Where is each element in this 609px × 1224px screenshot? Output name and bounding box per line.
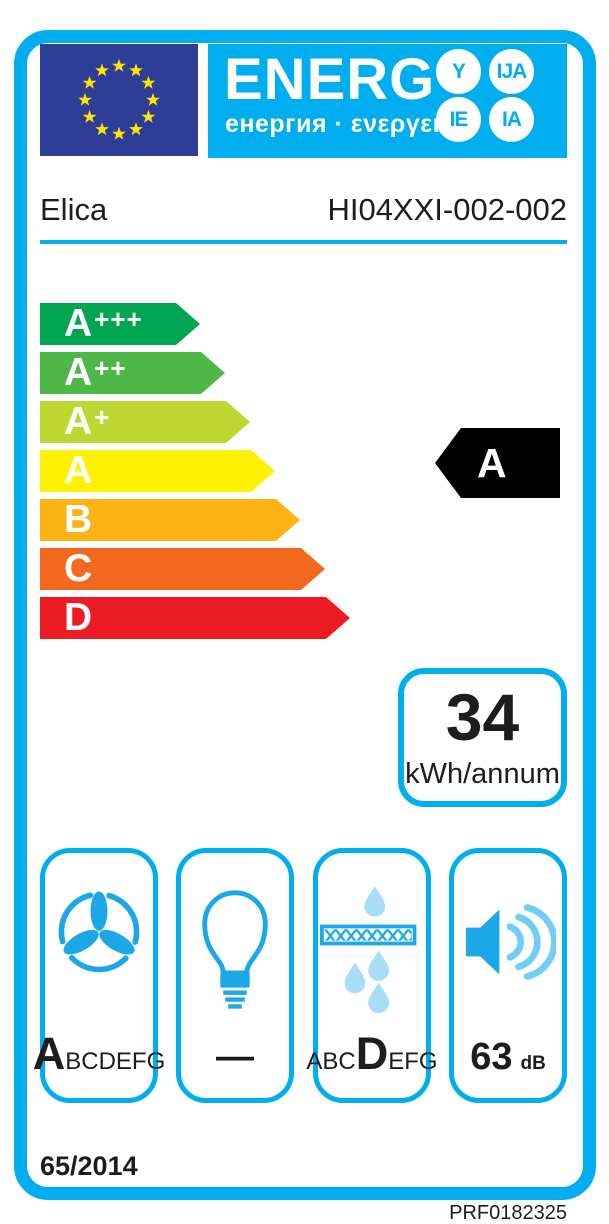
energ-title: ENERG [224,47,436,112]
language-badge: Y [436,49,481,94]
arrow-tip [276,499,300,541]
eu-flag-icon [40,44,198,156]
energy-class-row-a: A [40,450,275,492]
class-suffix: +++ [94,303,143,334]
fan-grade: A BCDEFG [32,1028,166,1079]
brand-name: Elica [40,192,108,227]
energy-consumption-value: 34 [445,680,520,754]
lighting-efficiency-box: — [176,848,294,1103]
divider-line [40,240,567,244]
class-suffix: + [94,401,111,432]
language-badge: IE [436,97,481,142]
product-row: Elica HI04XXI-002-002 [40,192,567,228]
energy-class-row-d: D [40,597,350,639]
energy-class-row-aplus: A + [40,401,250,443]
arrow-tip [201,352,225,394]
class-suffix: ++ [94,352,127,383]
indicator-tip [435,428,461,498]
energy-class-row-c: C [40,548,325,590]
class-letter: A [64,302,93,345]
energy-class-row-b: B [40,499,300,541]
language-badges: Y IJA IE IA [436,49,534,142]
class-letter: D [64,596,93,639]
current-class-indicator: A [435,428,560,498]
class-letter: A [64,400,93,443]
arrow-tip [251,450,275,492]
arrow-tip [301,548,325,590]
language-badge: IJA [489,49,534,94]
energy-class-row-a3plus: A +++ [40,303,200,345]
class-letter: B [64,498,93,541]
noise-grade: 63 dB [470,1036,546,1078]
arrow-tip [326,597,350,639]
grease-filter-box: ABC D EFG [306,848,438,1103]
label-code: PRF0182325 [449,1202,567,1224]
model-number: HI04XXI-002-002 [327,192,567,227]
regulation-reference: 65/2014 [40,1151,138,1181]
grease-filter-icon [318,883,426,1021]
class-letter: C [64,547,93,590]
noise-level-box: 63 dB [449,848,567,1103]
class-letter: A [64,449,93,492]
arrow-tip [176,303,200,345]
grease-grade: ABC D EFG [306,1028,438,1079]
energy-consumption-unit: kWh/annum [405,758,560,790]
class-letter: A [64,351,93,394]
speaker-icon [454,898,562,986]
fan-icon [45,883,153,977]
energ-subtitle: енергия · ενεργεια [225,110,456,138]
energ-logo-box: ENERG енергия · ενεργεια Y IJA IE IA [208,44,567,158]
language-badge: IA [489,97,534,142]
lighting-grade: — [216,1036,254,1078]
fan-efficiency-box: A BCDEFG [32,848,166,1103]
indicator-body: A [461,428,560,498]
light-bulb-icon [181,883,289,1013]
energy-class-row-a2plus: A ++ [40,352,225,394]
arrow-tip [226,401,250,443]
energy-consumption-box: 34 kWh/annum [398,668,567,807]
current-class-letter: A [477,439,507,486]
